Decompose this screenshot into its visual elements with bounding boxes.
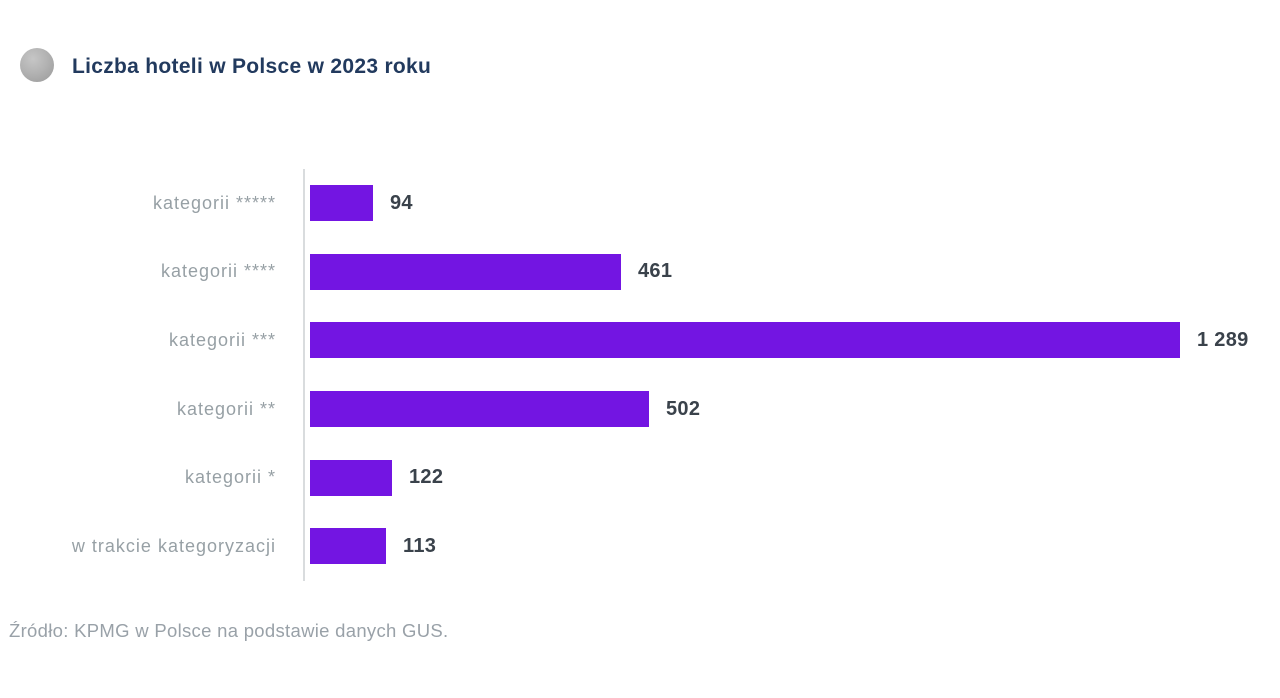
value-label: 113: [403, 534, 437, 557]
header: Liczba hoteli w Polsce w 2023 roku: [0, 0, 1280, 110]
bar-track: 502: [303, 374, 1280, 444]
category-label: kategorii ***: [168, 329, 276, 350]
category-label: kategorii *****: [152, 192, 276, 213]
value-label: 502: [666, 397, 701, 420]
bar-track: 122: [303, 443, 1280, 512]
value-label: 461: [638, 260, 673, 283]
bar-track: 113: [303, 511, 1280, 581]
chart-row: kategorii *** 1 289: [0, 306, 1280, 375]
value-label: 1 289: [1197, 328, 1249, 351]
bar: [310, 185, 373, 222]
chart-title: Liczba hoteli w Polsce w 2023 roku: [72, 55, 432, 78]
value-label: 94: [390, 191, 413, 214]
category-label: kategorii *: [184, 467, 276, 488]
bar-track: 94: [303, 169, 1280, 238]
chart-row: kategorii ***** 94: [0, 169, 1280, 238]
bar: [310, 391, 649, 428]
bar: [310, 528, 386, 565]
bar-chart: kategorii ***** 94 kategorii **** 461 katego…: [0, 169, 1280, 581]
chart-row: kategorii **** 461: [0, 237, 1280, 307]
globe-icon: [20, 48, 54, 82]
category-label: kategorii ****: [160, 261, 276, 282]
bar: [310, 459, 392, 496]
category-label: w trakcie kategoryzacji: [71, 535, 276, 556]
source-note: Źródło: KPMG w Polsce na podstawie danyc…: [9, 620, 449, 641]
bar: [310, 322, 1180, 359]
chart-rows: kategorii ***** 94 kategorii **** 461 katego…: [0, 169, 1280, 581]
chart-row: kategorii ** 502: [0, 374, 1280, 444]
category-label: kategorii **: [176, 398, 276, 419]
chart-row: kategorii * 122: [0, 443, 1280, 512]
bar: [310, 253, 621, 290]
value-label: 122: [409, 466, 444, 489]
chart-row: w trakcie kategoryzacji 113: [0, 511, 1280, 581]
bar-track: 461: [303, 237, 1280, 307]
bar-track: 1 289: [303, 306, 1280, 375]
